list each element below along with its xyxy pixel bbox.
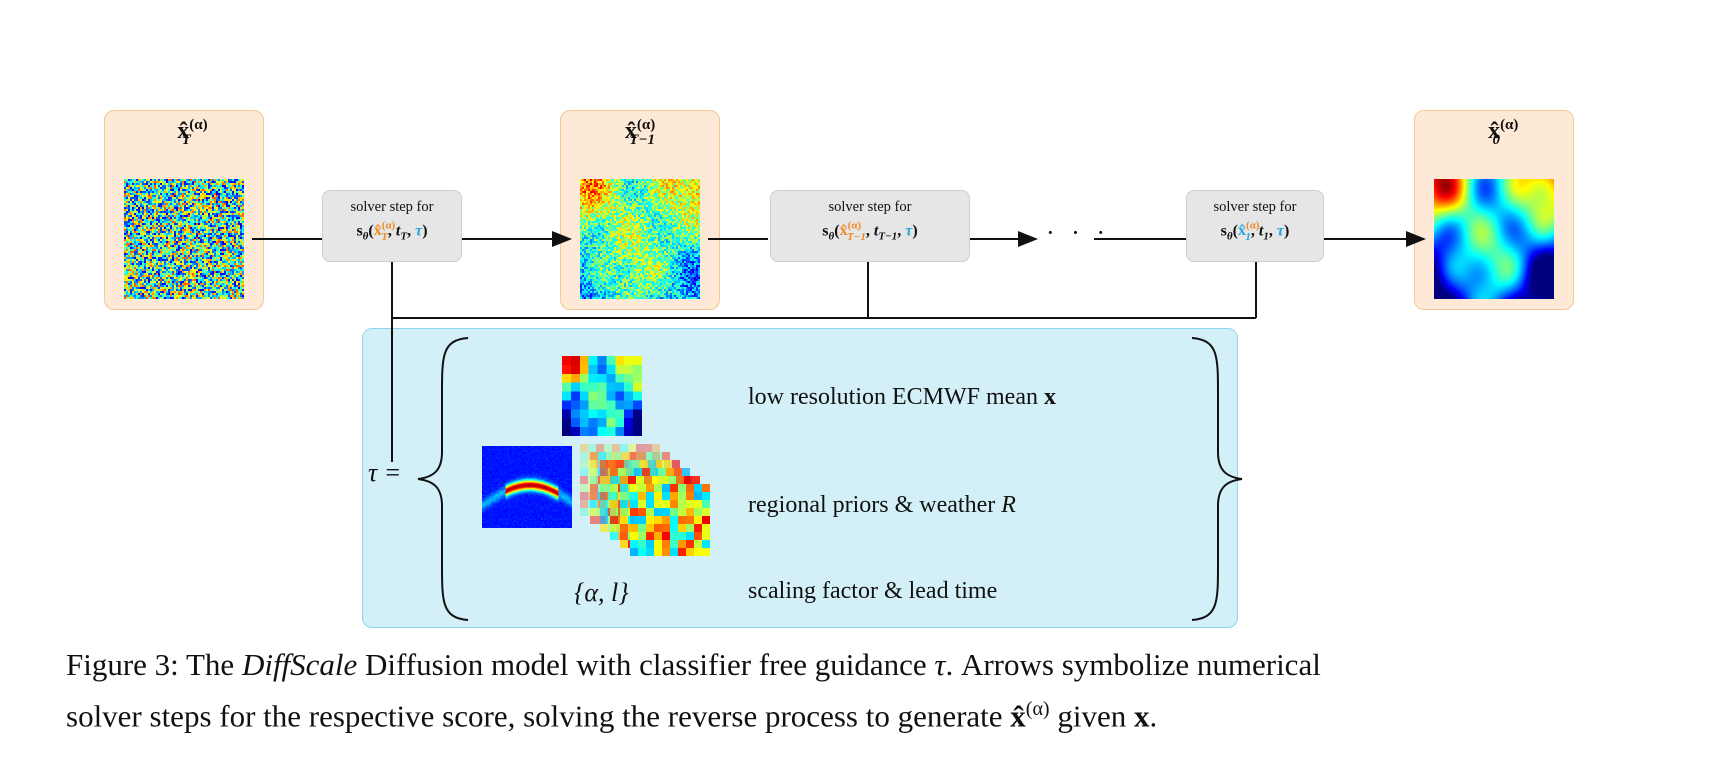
solver-step-2: solver step for sθ(x̂(α)T−1, tT−1, τ) (770, 190, 970, 262)
score-expression: sθ(x̂(α)1, t1, τ) (1220, 220, 1290, 243)
state-label-x0: x̂(α)0 (1488, 117, 1519, 148)
guidance-drop-overlay (391, 322, 393, 462)
left-brace (417, 337, 469, 621)
score-expression: sθ(x̂(α)T, tT, τ) (356, 220, 428, 243)
partially-denoised-image (580, 179, 700, 299)
noise-image-xT (124, 179, 244, 299)
solver-step-3: solver step for sθ(x̂(α)1, t1, τ) (1186, 190, 1324, 262)
state-label-xTm1: x̂(α)T−1 (624, 117, 656, 148)
state-box-xTm1: x̂(α)T−1 (560, 110, 720, 310)
state-box-x0: x̂(α)0 (1414, 110, 1574, 310)
figure-caption: Figure 3: The DiffScale Diffusion model … (66, 643, 1666, 738)
guidance-lhs: τ = (368, 458, 402, 487)
solver-step-1: solver step for sθ(x̂(α)T, tT, τ) (322, 190, 462, 262)
parameter-set: {α, l} (574, 578, 629, 607)
state-box-xT: x̂(α)T (104, 110, 264, 310)
score-expression: sθ(x̂(α)T−1, tT−1, τ) (822, 220, 918, 243)
ellipsis: · · · (1046, 218, 1110, 247)
generated-weather-image (1434, 179, 1554, 299)
low-resolution-mean-image (562, 356, 642, 436)
weather-stack-image (580, 444, 720, 556)
guidance-item-scaling: scaling factor & lead time (748, 578, 998, 604)
caption-line-1: Figure 3: The DiffScale Diffusion model … (66, 647, 1321, 682)
guidance-item-priors: regional priors & weather R (748, 492, 1016, 518)
solver-step-label: solver step for (828, 199, 912, 215)
caption-line-2: solver steps for the respective score, s… (66, 698, 1158, 734)
regional-prior-image (482, 446, 572, 528)
solver-step-label: solver step for (1213, 199, 1297, 215)
solver-step-label: solver step for (350, 199, 434, 215)
guidance-item-lowres: low resolution ECMWF mean x (748, 384, 1056, 410)
right-brace (1191, 337, 1243, 621)
state-label-xT: x̂(α)T (177, 117, 208, 148)
